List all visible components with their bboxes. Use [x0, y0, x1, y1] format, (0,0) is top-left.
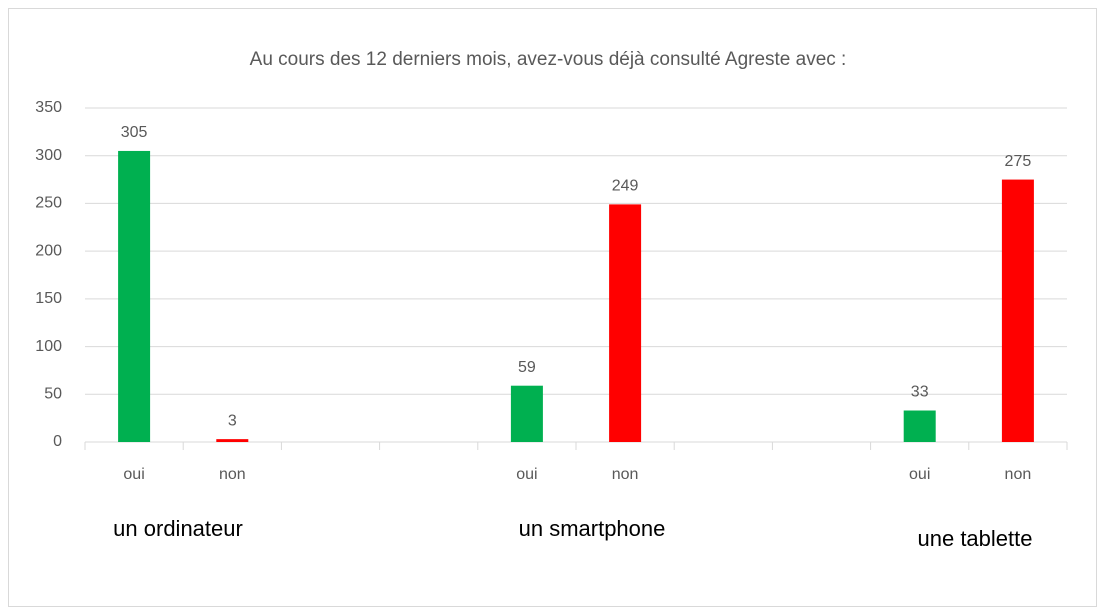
bar: [1001, 179, 1034, 443]
x-tick-label: non: [612, 466, 639, 483]
bar: [216, 439, 249, 442]
y-tick-label: 250: [35, 195, 62, 212]
x-tick-label: non: [219, 466, 246, 483]
bar: [609, 204, 642, 442]
bar: [510, 385, 543, 442]
group-label: un smartphone: [519, 516, 666, 541]
group-label: un ordinateur: [113, 516, 243, 541]
x-tick-label: non: [1005, 466, 1032, 483]
x-tick-label: oui: [516, 466, 537, 483]
group-label: une tablette: [918, 526, 1033, 551]
value-label: 3: [228, 412, 237, 429]
y-tick-label: 50: [44, 386, 62, 403]
value-label: 249: [612, 178, 639, 195]
value-label: 275: [1005, 153, 1032, 170]
y-tick-label: 200: [35, 242, 62, 259]
value-label: 59: [518, 359, 536, 376]
y-tick-label: 300: [35, 147, 62, 164]
chart-title: Au cours des 12 derniers mois, avez-vous…: [250, 49, 847, 70]
bar: [118, 150, 151, 442]
value-label: 33: [911, 384, 929, 401]
y-tick-label: 100: [35, 338, 62, 355]
x-tick-label: oui: [123, 466, 144, 483]
bar: [903, 410, 936, 442]
y-tick-label: 0: [53, 433, 62, 450]
x-tick-label: oui: [909, 466, 930, 483]
value-label: 305: [121, 124, 148, 141]
y-tick-label: 350: [35, 99, 62, 116]
y-tick-label: 150: [35, 290, 62, 307]
